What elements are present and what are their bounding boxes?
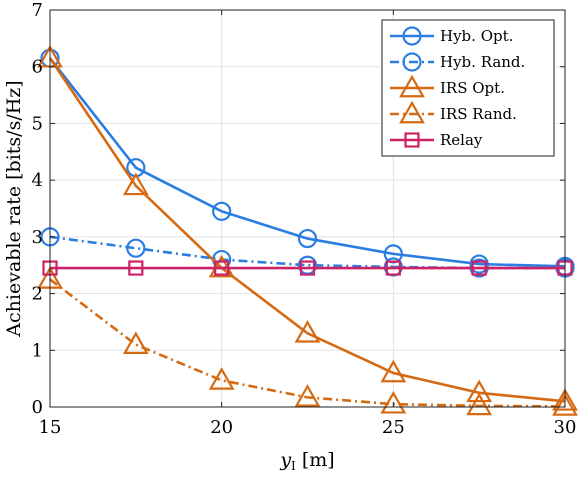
tick-layer: 15 20 25 30 0 1 2 3 4 5 6 7 [32, 0, 577, 438]
series-layer [37, 44, 578, 416]
x-axis-label-subscript: I [291, 459, 296, 473]
data-point [466, 379, 493, 403]
plot-frame [49, 9, 566, 408]
series-line [49, 278, 566, 408]
x-axis-label-main: y [279, 449, 291, 471]
legend-marker [402, 26, 422, 46]
legend-marker [404, 132, 420, 148]
data-point [297, 228, 318, 249]
data-point [380, 390, 407, 414]
data-point [122, 172, 149, 196]
y-tick-label: 2 [32, 284, 43, 305]
legend: Hyb. Opt. Hyb. Rand. IRS Opt. IRS Rand. Rela… [381, 19, 555, 157]
data-point [208, 367, 235, 390]
legend-marker [402, 52, 422, 72]
legend-item: Relay [390, 131, 483, 149]
y-tick-label: 5 [32, 113, 43, 134]
y-tick-label: 1 [32, 340, 43, 361]
data-point [380, 359, 407, 383]
x-axis-label-unit: [m] [296, 449, 335, 471]
data-point [466, 392, 493, 416]
x-tick-label: 30 [554, 417, 577, 438]
data-point [294, 384, 321, 407]
legend-item: IRS Rand. [390, 100, 517, 124]
data-point [385, 260, 401, 276]
data-point [552, 393, 578, 416]
legend-item: Hyb. Opt. [390, 26, 513, 46]
series-line [48, 57, 566, 268]
y-tick-label: 0 [32, 397, 43, 418]
x-tick-label: 25 [382, 417, 405, 438]
data-point [214, 260, 230, 276]
legend-label: Relay [440, 131, 483, 149]
x-tick-label: 15 [39, 417, 62, 438]
data-point [128, 260, 144, 276]
y-tick-label: 3 [32, 227, 43, 248]
data-point [471, 260, 487, 276]
data-point [299, 260, 316, 276]
legend-item: IRS Opt. [390, 74, 505, 98]
x-axis-label: yI [m] [279, 449, 334, 473]
y-tick-label: 6 [32, 57, 43, 78]
data-point [212, 201, 232, 221]
legend-marker [399, 74, 425, 98]
legend-label: IRS Opt. [440, 79, 505, 97]
legend-item: Hyb. Rand. [390, 52, 525, 72]
data-point [126, 238, 146, 258]
y-tick-label: 7 [32, 0, 43, 21]
legend-marker [399, 100, 425, 124]
data-point [294, 320, 321, 343]
data-point [552, 388, 578, 411]
data-point [122, 331, 149, 354]
y-tick-label: 4 [32, 170, 43, 191]
legend-label: Hyb. Opt. [440, 27, 513, 45]
x-tick-label: 20 [210, 417, 233, 438]
y-axis-label: Achievable rate [bits/s/Hz] [3, 80, 25, 337]
legend-label: IRS Rand. [440, 105, 517, 123]
legend-label: Hyb. Rand. [440, 53, 525, 71]
